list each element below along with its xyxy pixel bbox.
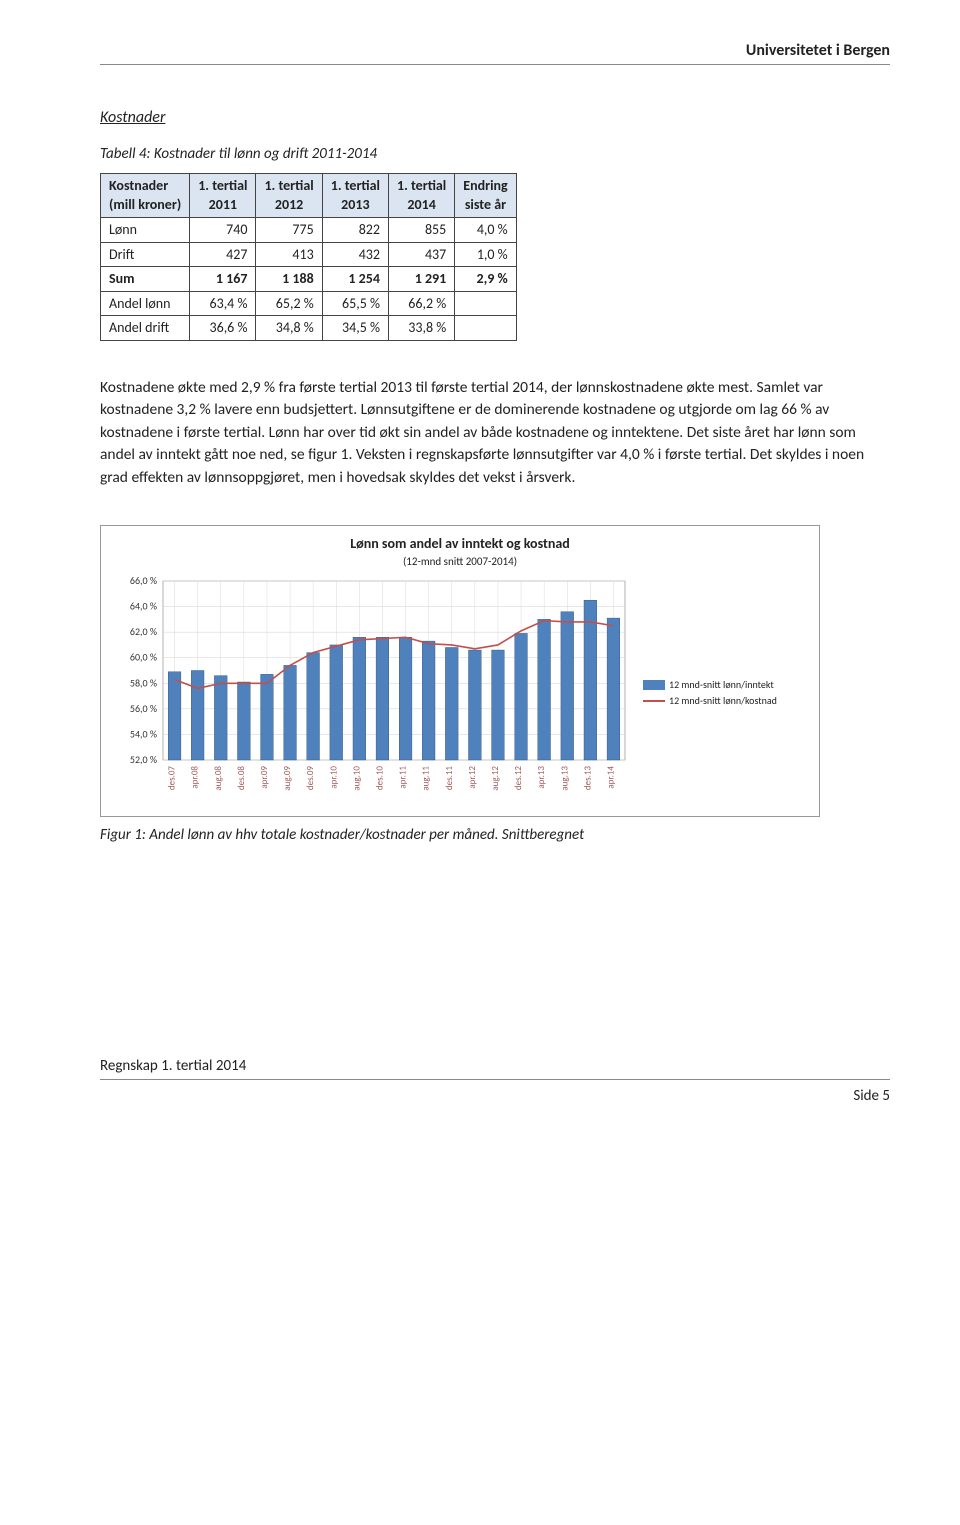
table-cell: 65,5 %	[322, 291, 388, 316]
table-cell: 437	[388, 242, 454, 267]
svg-text:des.12: des.12	[513, 766, 524, 791]
svg-text:des.09: des.09	[305, 766, 316, 791]
table-row-label: Andel drift	[101, 316, 190, 341]
table-cell: 36,6 %	[190, 316, 256, 341]
svg-text:62,0 %: 62,0 %	[130, 625, 157, 638]
legend-line-swatch	[643, 700, 665, 702]
chart-container: Lønn som andel av inntekt og kostnad (12…	[100, 525, 820, 817]
page-header: Universitetet i Bergen	[100, 40, 890, 65]
body-paragraph: Kostnadene økte med 2,9 % fra første ter…	[100, 377, 890, 489]
svg-text:66,0 %: 66,0 %	[130, 575, 157, 587]
footer-left: Regnskap 1. tertial 2014	[100, 1056, 890, 1080]
svg-text:des.10: des.10	[374, 766, 385, 791]
table-cell: 4,0 %	[455, 217, 516, 242]
svg-text:des.11: des.11	[444, 766, 455, 791]
svg-text:52,0 %: 52,0 %	[130, 753, 157, 766]
svg-text:des.08: des.08	[236, 766, 247, 791]
table-cell: 432	[322, 242, 388, 267]
svg-text:apr.09: apr.09	[259, 766, 270, 789]
chart-title: Lønn som andel av inntekt og kostnad	[113, 534, 807, 554]
svg-text:aug.10: aug.10	[351, 766, 362, 791]
svg-text:apr.14: apr.14	[605, 766, 616, 789]
table-cell: 1 291	[388, 267, 454, 292]
table-cell: 413	[256, 242, 322, 267]
table-cell: 1 167	[190, 267, 256, 292]
svg-text:apr.11: apr.11	[398, 766, 409, 789]
table4-col-2: 1. tertial2012	[256, 173, 322, 217]
table-cell	[455, 316, 516, 341]
table-cell: 33,8 %	[388, 316, 454, 341]
table4-col-5: Endringsiste år	[455, 173, 516, 217]
svg-text:60,0 %: 60,0 %	[130, 651, 157, 664]
table-cell: 775	[256, 217, 322, 242]
table4-col-4: 1. tertial2014	[388, 173, 454, 217]
chart-subtitle: (12-mnd snitt 2007-2014)	[113, 554, 807, 569]
svg-text:des.07: des.07	[167, 766, 178, 791]
svg-text:apr.08: apr.08	[190, 766, 201, 789]
table-cell: 34,8 %	[256, 316, 322, 341]
svg-text:54,0 %: 54,0 %	[130, 728, 157, 741]
svg-text:aug.08: aug.08	[213, 766, 224, 791]
svg-text:apr.12: apr.12	[467, 766, 478, 789]
legend-line-label: 12 mnd-snitt lønn/kostnad	[669, 693, 777, 709]
svg-text:aug.13: aug.13	[559, 766, 570, 791]
table-cell: 34,5 %	[322, 316, 388, 341]
table4-col-3: 1. tertial2013	[322, 173, 388, 217]
table-row-label: Andel lønn	[101, 291, 190, 316]
svg-text:56,0 %: 56,0 %	[130, 702, 157, 715]
table-cell: 2,9 %	[455, 267, 516, 292]
table-row-label: Lønn	[101, 217, 190, 242]
svg-text:aug.09: aug.09	[282, 766, 293, 791]
table-cell: 855	[388, 217, 454, 242]
table-cell: 1 188	[256, 267, 322, 292]
table-cell: 63,4 %	[190, 291, 256, 316]
legend-bar-swatch	[643, 680, 665, 690]
svg-text:58,0 %: 58,0 %	[130, 677, 157, 690]
section-title: Kostnader	[100, 107, 890, 129]
table-row-label: Sum	[101, 267, 190, 292]
chart-svg: 66,0 % 64,0 % 62,0 % 60,0 % 58,0 % 56,0 % 54,0…	[113, 575, 633, 810]
footer-right: Side 5	[100, 1086, 890, 1107]
table4-col-1: 1. tertial2011	[190, 173, 256, 217]
svg-text:apr.10: apr.10	[328, 766, 339, 789]
table-cell: 740	[190, 217, 256, 242]
table-cell	[455, 291, 516, 316]
svg-text:apr.13: apr.13	[536, 766, 547, 789]
table-cell: 427	[190, 242, 256, 267]
table-cell: 1,0 %	[455, 242, 516, 267]
table4-caption: Tabell 4: Kostnader til lønn og drift 20…	[100, 144, 890, 165]
table-cell: 1 254	[322, 267, 388, 292]
table-cell: 66,2 %	[388, 291, 454, 316]
table4: Kostnader(mill kroner)1. tertial20111. t…	[100, 173, 517, 341]
figure1-caption: Figur 1: Andel lønn av hhv totale kostna…	[100, 825, 890, 846]
svg-text:aug.12: aug.12	[490, 766, 501, 791]
svg-text:aug.11: aug.11	[421, 766, 432, 791]
table4-col-0: Kostnader(mill kroner)	[101, 173, 190, 217]
svg-text:des.13: des.13	[582, 766, 593, 791]
legend-bar-label: 12 mnd-snitt lønn/inntekt	[669, 677, 774, 693]
svg-text:64,0 %: 64,0 %	[130, 600, 157, 613]
table-cell: 65,2 %	[256, 291, 322, 316]
chart-legend: 12 mnd-snitt lønn/inntekt 12 mnd-snitt l…	[643, 677, 777, 709]
table-cell: 822	[322, 217, 388, 242]
table-row-label: Drift	[101, 242, 190, 267]
